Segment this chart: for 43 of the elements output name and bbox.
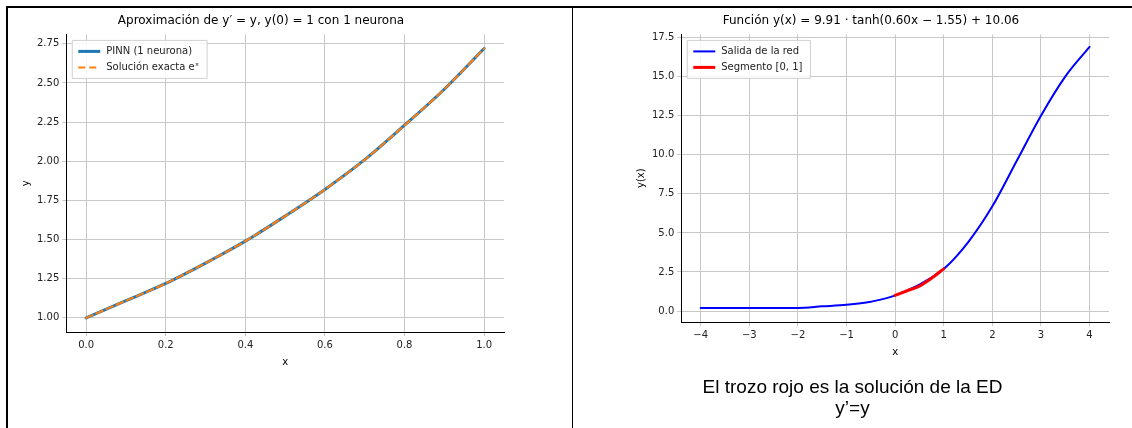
x-tick-label: 0.6 (316, 338, 333, 350)
x-tick-label: 0.4 (237, 338, 254, 350)
x-axis-title: x (892, 345, 899, 357)
x-axis-title: x (282, 355, 289, 367)
x-tick-label: 0.0 (78, 338, 95, 350)
y-tick-label: 10.0 (652, 148, 675, 160)
x-tick-label: −4 (693, 328, 709, 340)
y-tick-label: 1.25 (37, 272, 60, 284)
y-tick-label: 1.75 (37, 194, 60, 206)
y-tick-label: 2.50 (37, 76, 60, 88)
y-tick-label: 1.00 (37, 311, 60, 323)
legend-label: Salida de la red (721, 44, 800, 56)
y-tick-label: 2.75 (37, 37, 60, 49)
x-tick-label: 0.8 (396, 338, 413, 350)
x-tick-label: 1 (940, 328, 947, 340)
y-axis-title: y(x) (634, 168, 646, 189)
x-tick-label: 0.2 (157, 338, 174, 350)
x-tick-label: −3 (741, 328, 757, 340)
legend-label: PINN (1 neurona) (106, 44, 193, 56)
y-tick-label: 2.5 (658, 265, 675, 277)
y-tick-label: 2.00 (37, 154, 60, 166)
x-tick-label: 3 (1037, 328, 1045, 340)
chart-title: Aproximación de y′ = y, y(0) = 1 con 1 neurona (117, 13, 405, 28)
x-tick-label: 4 (1086, 328, 1093, 340)
x-tick-label: 0 (891, 328, 899, 340)
legend-label: Segmento [0, 1] (721, 60, 803, 72)
y-tick-label: 7.5 (658, 187, 675, 199)
chart-title: Función y(x) = 9.91 · tanh(0.60x − 1.55) + 10.06 (722, 13, 1020, 28)
x-tick-label: −2 (790, 328, 806, 340)
text: y’=y (834, 397, 871, 418)
x-tick-label: 1.0 (476, 338, 493, 350)
y-tick-label: 1.50 (37, 233, 60, 245)
y-tick-label: 17.5 (652, 31, 675, 43)
y-axis-title: y (19, 180, 31, 187)
y-tick-label: 5.0 (658, 226, 675, 238)
legend-label: Solución exacta eˣ (106, 60, 200, 72)
x-tick-label: −1 (839, 328, 854, 340)
x-tick-label: 2 (989, 328, 996, 340)
y-tick-label: 12.5 (652, 109, 675, 121)
y-tick-label: 2.25 (37, 115, 60, 127)
text: El trozo rojo es la solución de la ED (701, 376, 1004, 397)
y-tick-label: 15.0 (652, 70, 675, 82)
y-tick-label: 0.0 (658, 304, 675, 316)
